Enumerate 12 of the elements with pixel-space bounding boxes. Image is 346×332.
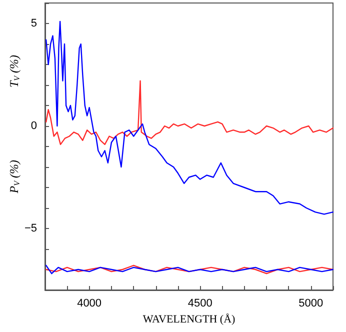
- y-tick-label: 5: [30, 18, 37, 30]
- line-series: [46, 264, 334, 274]
- text: TV (%): [7, 54, 22, 88]
- line-series: [46, 80, 334, 146]
- x-tick-label: 4000: [77, 298, 102, 310]
- x-tick-label: 5000: [298, 298, 324, 310]
- y-axis-title: PV (%): [7, 160, 22, 194]
- y-tick-label: −5: [24, 222, 37, 234]
- line-series: [46, 20, 334, 215]
- y-tick-label: 0: [30, 120, 37, 132]
- x-axis-title: WAVELENGTH (Å): [142, 312, 236, 326]
- x-tick-label: 4500: [188, 298, 212, 310]
